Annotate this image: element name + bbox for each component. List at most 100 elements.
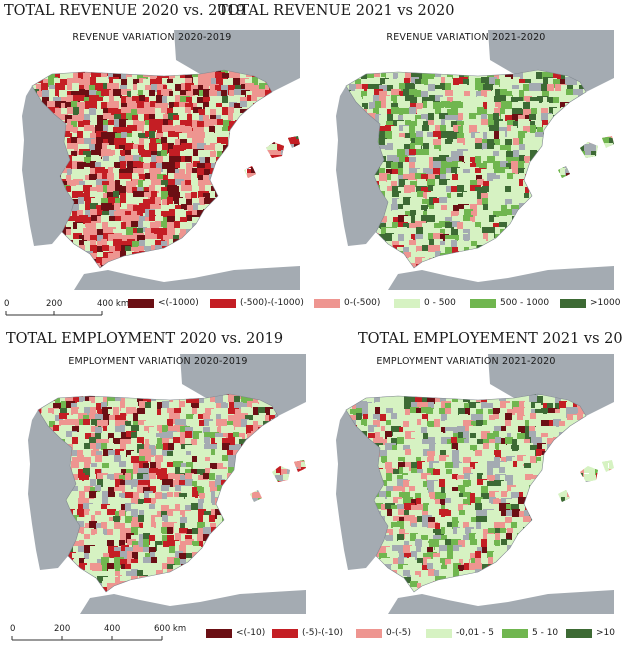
municipality-cell	[387, 114, 395, 123]
municipality-cell	[145, 246, 156, 254]
municipality-cell	[167, 83, 173, 90]
municipality-cell	[259, 83, 270, 90]
municipality-cell	[186, 97, 194, 107]
municipality-cell	[186, 199, 197, 209]
municipality-cell	[95, 162, 104, 168]
municipality-cell	[167, 509, 176, 518]
municipality-cell	[90, 115, 96, 121]
municipality-cell	[399, 83, 407, 94]
municipality-cell	[465, 143, 474, 150]
municipality-cell	[97, 473, 108, 479]
municipality-cell	[489, 181, 495, 188]
municipality-cell	[519, 173, 527, 179]
municipality-cell	[133, 191, 140, 202]
municipality-cell	[192, 491, 198, 502]
municipality-cell	[537, 137, 546, 143]
municipality-cell	[90, 546, 96, 554]
municipality-cell	[215, 408, 221, 415]
municipality-cell	[101, 504, 110, 512]
municipality-cell	[579, 85, 586, 91]
heading-revenue-2020: TOTAL REVENUE 2020 vs. 2019	[4, 3, 246, 19]
municipality-cell	[494, 167, 503, 173]
municipality-cell	[387, 215, 396, 223]
municipality-cell	[102, 581, 108, 591]
municipality-cell	[259, 413, 266, 423]
municipality-cell	[512, 89, 523, 95]
municipality-cell	[97, 559, 104, 566]
municipality-cell	[55, 83, 61, 89]
municipality-cell	[499, 95, 506, 104]
municipality-cell	[119, 540, 125, 546]
spain-outline	[31, 69, 273, 269]
municipality-cell	[193, 203, 200, 210]
municipality-cell	[126, 221, 134, 228]
municipality-cell	[78, 121, 84, 130]
municipality-cell	[133, 155, 141, 164]
municipality-cell	[174, 402, 180, 411]
municipality-cell	[84, 84, 90, 93]
municipality-cell	[115, 426, 122, 437]
municipality-cell	[531, 144, 540, 153]
municipality-cell	[161, 468, 170, 475]
municipality-cell	[409, 257, 417, 267]
municipality-cell	[433, 191, 442, 198]
municipality-cell	[446, 186, 454, 194]
municipality-cell	[173, 149, 180, 159]
municipality-cell	[90, 474, 96, 482]
municipality-cell	[113, 407, 119, 418]
municipality-cell	[511, 145, 519, 154]
portugal-landmass	[28, 410, 80, 570]
municipality-cell	[149, 109, 156, 118]
municipality-cell	[144, 139, 155, 146]
municipality-cell	[119, 485, 129, 493]
municipality-cell	[113, 551, 124, 557]
municipality-cell	[185, 497, 195, 507]
municipality-cell	[77, 102, 88, 113]
municipality-cell	[185, 505, 195, 511]
municipality-cell	[264, 143, 272, 150]
municipality-cell	[95, 144, 103, 155]
municipality-cell	[493, 113, 499, 123]
municipality-cell	[222, 96, 228, 105]
municipality-cell	[139, 78, 146, 85]
municipality-cell	[523, 109, 533, 118]
municipality-cell	[138, 528, 145, 536]
municipality-cell	[48, 77, 58, 87]
municipality-cell	[398, 187, 406, 196]
municipality-cell	[173, 120, 180, 127]
municipality-cell	[192, 120, 199, 128]
municipality-cell	[463, 234, 469, 245]
municipality-cell	[421, 205, 428, 216]
municipality-cell	[505, 115, 515, 122]
municipality-cell	[174, 199, 183, 206]
municipality-cell	[79, 473, 85, 482]
municipality-cell	[102, 407, 112, 415]
municipality-cell	[145, 228, 152, 235]
municipality-cell	[167, 137, 178, 147]
municipality-cell	[493, 161, 500, 169]
municipality-cell	[73, 95, 79, 101]
municipality-cell	[89, 491, 97, 498]
municipality-cell	[109, 552, 115, 560]
municipality-cell	[241, 419, 249, 429]
municipality-cell	[126, 444, 135, 451]
municipality-cell	[84, 191, 91, 197]
municipality-cell	[180, 126, 191, 135]
municipality-cell	[150, 420, 157, 427]
municipality-cell	[391, 181, 397, 187]
municipality-cell	[115, 415, 121, 424]
municipality-cell	[428, 113, 434, 120]
municipality-cell	[169, 209, 176, 217]
municipality-cell	[137, 169, 144, 176]
municipality-cell	[397, 149, 408, 158]
municipality-cell	[523, 138, 530, 144]
municipality-cell	[362, 103, 368, 114]
municipality-cell	[180, 222, 189, 228]
municipality-cell	[186, 167, 193, 177]
municipality-cell	[409, 162, 417, 172]
municipality-cell	[185, 156, 191, 164]
municipality-cell	[392, 198, 399, 207]
municipality-cell	[169, 162, 178, 171]
municipality-cell	[487, 156, 498, 163]
municipality-cell	[91, 426, 98, 432]
